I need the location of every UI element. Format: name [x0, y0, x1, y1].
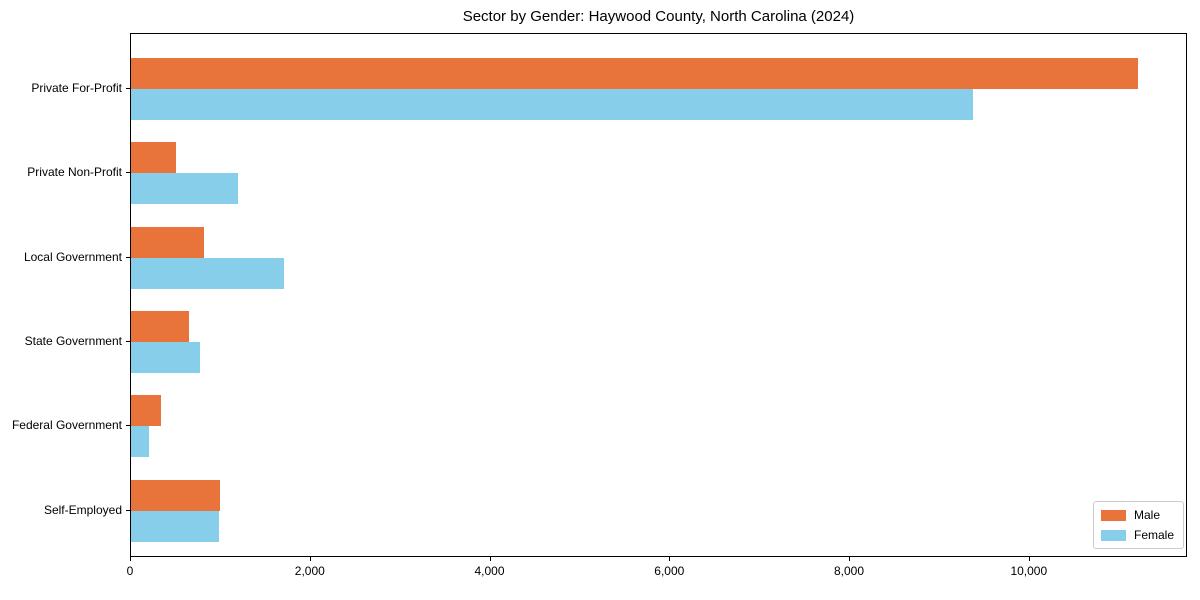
female-color-swatch [1100, 529, 1126, 541]
y-tick-mark [126, 88, 130, 89]
bar-female-2 [131, 173, 238, 205]
plot-area: Male Female [130, 33, 1187, 557]
bar-male-2 [131, 142, 176, 174]
category-label: Local Government [23, 249, 122, 264]
bar-male-6 [131, 479, 220, 511]
x-tick-mark [669, 557, 671, 561]
y-tick-mark [126, 425, 130, 427]
x-tick-label: 2,000 [294, 564, 325, 578]
legend-item-male: Male [1100, 508, 1174, 522]
x-tick-label: 4,000 [474, 564, 505, 578]
bar-male-1 [131, 58, 1138, 89]
x-tick-label: 0 [126, 564, 134, 578]
y-tick-mark [126, 340, 130, 342]
category-label: Private Non-Profit [27, 165, 122, 180]
x-tick-label: 6,000 [654, 564, 685, 578]
bar-male-4 [131, 310, 189, 342]
bar-male-5 [131, 395, 161, 427]
legend-label-male: Male [1133, 508, 1160, 522]
category-label: State Government [24, 333, 122, 348]
category-label: Federal Government [11, 418, 122, 433]
x-tick-label: 10,000 [1010, 564, 1048, 578]
legend-label-female: Female [1133, 528, 1174, 542]
bar-female-3 [131, 257, 284, 289]
x-tick-mark [489, 557, 491, 561]
category-label: Private For-Profit [31, 81, 122, 95]
bar-male-3 [131, 226, 204, 258]
legend-item-female: Female [1100, 528, 1174, 542]
y-tick-mark [126, 509, 130, 511]
male-color-swatch [1100, 509, 1126, 521]
bar-female-4 [131, 341, 201, 373]
x-tick-mark [130, 557, 131, 561]
legend: Male Female [1092, 501, 1184, 549]
bar-female-6 [131, 510, 220, 542]
chart-title: Sector by Gender: Haywood County, North … [462, 8, 855, 25]
bar-female-1 [131, 89, 974, 120]
y-tick-mark [126, 256, 130, 258]
x-tick-label: 8,000 [833, 564, 865, 578]
x-tick-mark [849, 557, 850, 561]
category-label: Self-Employed [43, 502, 122, 517]
x-tick-mark [1028, 557, 1030, 561]
y-tick-mark [126, 172, 130, 174]
x-tick-mark [309, 557, 311, 561]
bar-female-5 [131, 426, 149, 458]
